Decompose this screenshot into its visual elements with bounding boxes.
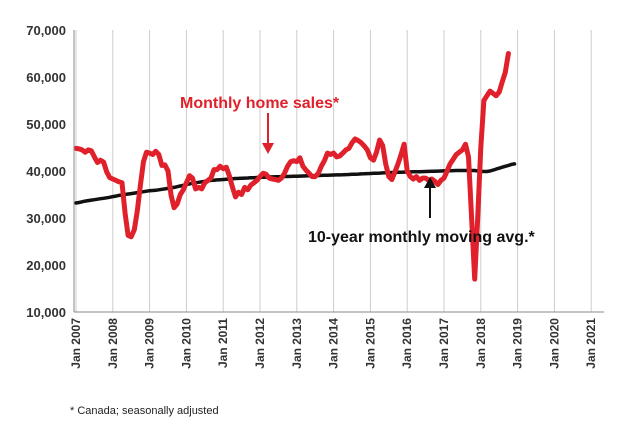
x-tick-label: Jan 2011: [216, 318, 230, 368]
sales-series-label: Monthly home sales*: [180, 95, 340, 112]
x-tick-label: Jan 2021: [584, 318, 598, 369]
x-tick-label: Jan 2017: [437, 318, 451, 369]
x-tick-label: Jan 2020: [547, 318, 561, 369]
x-tick-label: Jan 2013: [290, 318, 304, 369]
average-series-label: 10-year monthly moving avg.*: [308, 229, 536, 246]
grid-lines: [75, 30, 592, 312]
y-axis-ticks: 10,000 20,000 30,000 40,000 50,000 60,000 70,0…: [26, 23, 66, 320]
y-tick-label: 70,000: [26, 23, 66, 38]
axes: [73, 30, 604, 313]
average-label-arrow: [424, 177, 436, 218]
moving-average-line: [74, 162, 517, 205]
y-tick-label: 30,000: [26, 211, 66, 226]
x-tick-label: Jan 2010: [179, 318, 193, 369]
y-tick-label: 60,000: [26, 70, 66, 85]
x-tick-label: Jan 2014: [327, 318, 341, 369]
x-axis-ticks: Jan 2007 Jan 2008 Jan 2009 Jan 2010 Jan 2011…: [69, 318, 598, 369]
x-tick-label: Jan 2009: [143, 318, 157, 369]
y-tick-label: 10,000: [26, 305, 66, 320]
x-tick-label: Jan 2008: [106, 318, 120, 369]
x-tick-label: Jan 2019: [511, 318, 525, 369]
monthly-home-sales-line: [73, 51, 511, 282]
x-tick-label: Jan 2016: [400, 318, 414, 369]
x-tick-label: Jan 2015: [363, 318, 377, 369]
y-tick-label: 40,000: [26, 164, 66, 179]
series-lines: [73, 51, 517, 282]
sales-label-arrow: [262, 113, 274, 154]
x-tick-label: Jan 2018: [474, 318, 488, 369]
x-tick-label: Jan 2007: [69, 318, 83, 369]
y-tick-label: 50,000: [26, 117, 66, 132]
y-tick-label: 20,000: [26, 258, 66, 273]
x-tick-label: Jan 2012: [253, 318, 267, 369]
footnote: * Canada; seasonally adjusted: [70, 405, 219, 417]
